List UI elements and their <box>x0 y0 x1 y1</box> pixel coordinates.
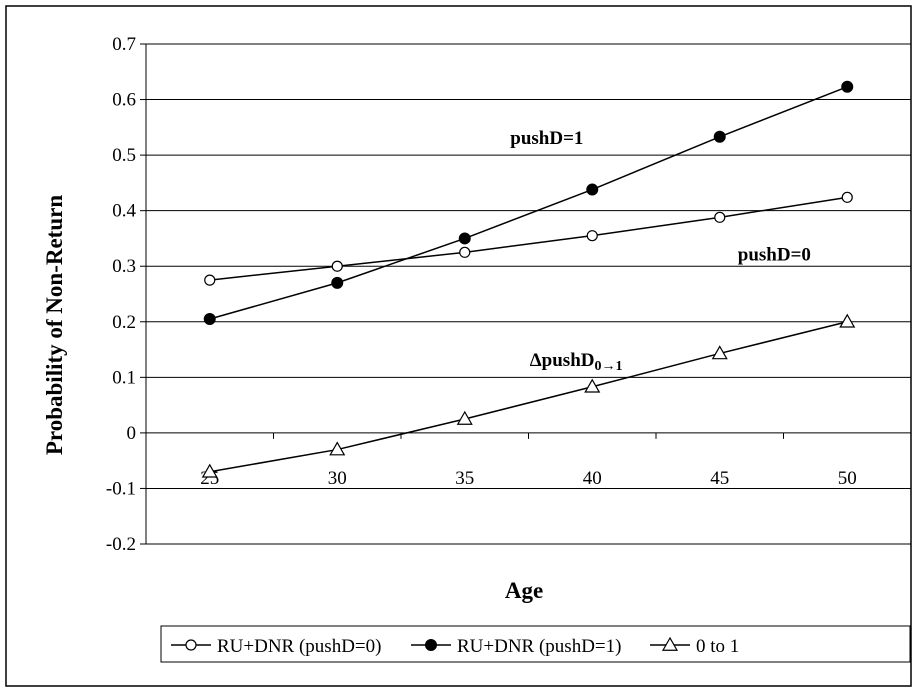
data-point-series-2 <box>331 276 344 289</box>
data-point-series-3 <box>584 378 601 393</box>
data-point-series-1 <box>586 230 598 242</box>
grid-lines <box>146 43 911 545</box>
legend-label-3: 0 to 1 <box>696 636 739 657</box>
data-point-series-3 <box>329 441 346 456</box>
y-tick-label: 0.2 <box>112 312 136 333</box>
y-tick-label: 0.1 <box>112 367 136 388</box>
data-point-series-3 <box>839 313 856 328</box>
data-point-series-1 <box>331 260 343 272</box>
data-point-series-1 <box>459 246 471 258</box>
series-line-1 <box>209 196 848 281</box>
legend-marker-3 <box>661 636 679 651</box>
data-point-series-2 <box>203 313 216 325</box>
x-tick-label: 30 <box>328 468 347 489</box>
data-point-series-1 <box>204 274 216 286</box>
annotation-pushd-1: pushD=1 <box>510 128 583 149</box>
data-point-series-2 <box>841 80 854 93</box>
y-tick-label: 0.5 <box>112 145 136 166</box>
legend-items: RU+DNR (pushD=0) RU+DNR (pushD=1) 0 to 1 <box>171 636 739 657</box>
x-axis-title: Age <box>505 578 543 603</box>
legend-label-1: RU+DNR (pushD=0) <box>217 636 381 657</box>
data-point-series-3 <box>711 345 728 360</box>
data-point-series-3 <box>456 410 473 425</box>
x-tick-label: 35 <box>455 468 474 489</box>
series-line-2 <box>209 86 848 320</box>
legend-marker-2 <box>425 639 437 651</box>
data-point-series-1 <box>714 211 726 223</box>
y-tick-label: 0.4 <box>112 201 136 222</box>
x-tick-label: 45 <box>710 468 729 489</box>
y-tick-label: 0.6 <box>112 90 136 111</box>
legend-label-2: RU+DNR (pushD=1) <box>457 636 621 657</box>
data-point-series-2 <box>458 232 471 245</box>
legend-box <box>160 625 911 663</box>
data-point-series-2 <box>586 183 599 196</box>
y-tick-label: 0 <box>127 423 137 444</box>
annotation-pushd-0: pushD=0 <box>738 245 811 266</box>
data-point-series-2 <box>713 130 726 143</box>
data-point-series-1 <box>841 191 853 203</box>
annotation-delta-pushd: ΔpushD0→1 <box>530 350 623 374</box>
series-markers <box>201 80 856 478</box>
x-tick-label: 50 <box>838 468 857 489</box>
axes <box>140 43 912 545</box>
x-tick-label: 40 <box>583 468 602 489</box>
series-lines <box>209 86 848 473</box>
tick-labels: -0.2-0.100.10.20.30.40.50.60.725 30 35 40 45… <box>106 34 857 555</box>
y-tick-label: 0.7 <box>112 34 136 55</box>
legend-marker-1 <box>185 639 197 651</box>
legend: RU+DNR (pushD=0) RU+DNR (pushD=1) 0 to 1 <box>160 625 911 663</box>
y-tick-label: 0.3 <box>112 256 136 277</box>
chart-frame <box>5 5 912 687</box>
y-axis-title: Probability of Non-Return <box>42 195 67 455</box>
y-tick-label: -0.1 <box>106 478 136 499</box>
series-line-3 <box>209 321 848 473</box>
y-tick-label: -0.2 <box>106 534 136 555</box>
data-point-series-3 <box>201 463 218 478</box>
